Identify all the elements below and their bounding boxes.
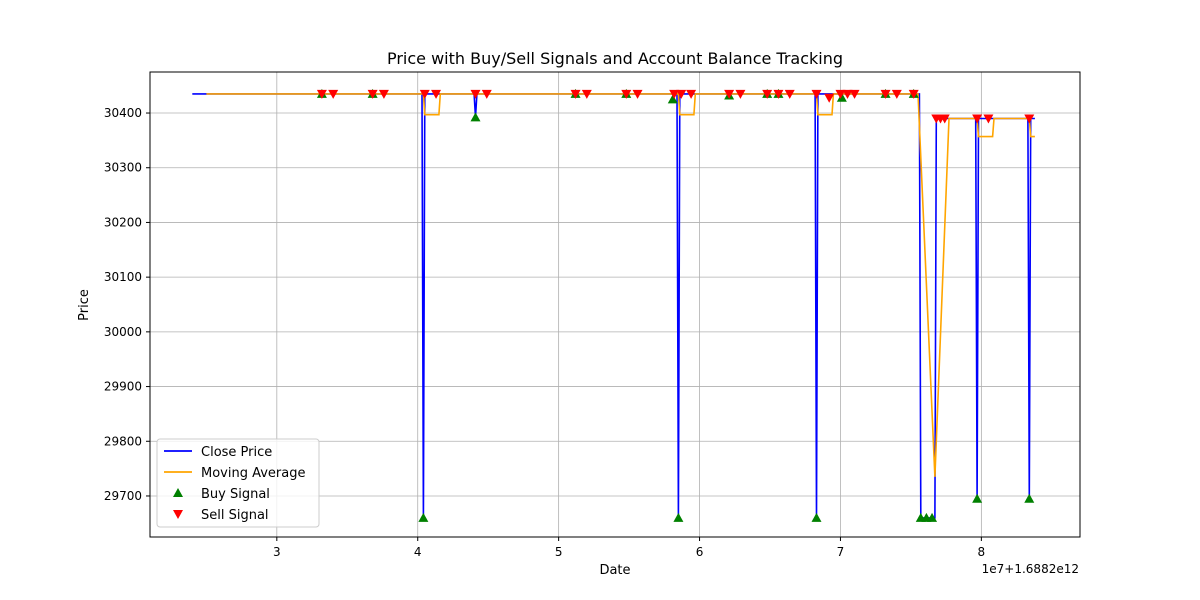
sell-signal-marker	[669, 89, 680, 99]
buy-signal-marker	[836, 92, 847, 102]
buy-signal-marker	[418, 512, 429, 522]
legend-swatch-sell	[173, 510, 183, 519]
sell-signal-marker	[773, 89, 784, 99]
sell-signal-marker	[724, 89, 735, 99]
sell-signal-marker	[972, 114, 983, 124]
sell-signal-marker	[367, 89, 378, 99]
buy-signal-marker	[667, 94, 678, 104]
signal-markers	[316, 88, 1035, 522]
buy-signal-marker	[1024, 493, 1035, 503]
sell-signal-marker	[328, 89, 339, 99]
chart-title: Price with Buy/Sell Signals and Account …	[387, 49, 843, 68]
y-tick-label: 29900	[104, 380, 142, 394]
legend: Close Price Moving Average Buy Signal Sell …	[156, 438, 320, 528]
x-tick-label: 4	[414, 545, 422, 559]
sell-signal-marker	[784, 89, 795, 99]
legend-items: Close Price Moving Average Buy Signal Sell …	[164, 445, 305, 523]
y-tick-label: 30100	[104, 270, 142, 284]
legend-swatch-buy	[173, 488, 183, 497]
sell-signal-marker	[316, 89, 327, 99]
buy-signal-marker	[972, 493, 983, 503]
sell-signal-marker	[811, 89, 822, 99]
x-tick-label: 3	[273, 545, 281, 559]
axis-ticks: 3 4 5 6 7 8 29700 29800 29900 30000 30100 30200 3030…	[104, 106, 985, 559]
y-axis-label: Price	[77, 289, 92, 321]
moving-average-line	[206, 93, 1035, 477]
sell-signal-marker	[842, 89, 853, 99]
sell-signal-marker	[891, 89, 902, 99]
sell-signal-marker	[676, 89, 687, 99]
legend-label: Close Price	[201, 445, 272, 460]
x-axis-offset-label: 1e7+1.6882e12	[982, 562, 1079, 576]
sell-signal-marker	[835, 89, 846, 99]
x-tick-label: 5	[555, 545, 563, 559]
sell-signal-marker	[939, 114, 950, 124]
x-tick-label: 7	[837, 545, 845, 559]
buy-signal-marker	[811, 512, 822, 522]
y-tick-label: 30300	[104, 161, 142, 175]
x-tick-label: 6	[696, 545, 704, 559]
sell-signal-marker	[632, 89, 643, 99]
y-tick-label: 29800	[104, 434, 142, 448]
sell-signal-marker	[824, 93, 835, 103]
buy-signal-marker	[673, 512, 684, 522]
sell-signal-marker	[470, 89, 481, 99]
legend-label: Sell Signal	[201, 508, 269, 523]
sell-signal-marker	[880, 89, 891, 99]
legend-label: Moving Average	[201, 466, 305, 481]
buy-signal-marker	[927, 512, 938, 522]
plot-frame	[149, 71, 1081, 538]
y-tick-label: 30200	[104, 215, 142, 229]
sell-signal-marker	[908, 89, 919, 99]
legend-entry: Buy Signal	[173, 487, 270, 502]
x-tick-label: 8	[978, 545, 986, 559]
sell-signal-marker	[621, 89, 632, 99]
sell-signal-marker	[735, 89, 746, 99]
sell-signal-marker	[570, 89, 581, 99]
sell-signal-marker	[419, 89, 430, 99]
y-tick-label: 30400	[104, 106, 142, 120]
sell-signal-marker	[581, 89, 592, 99]
legend-frame	[156, 438, 320, 528]
y-tick-label: 30000	[104, 325, 142, 339]
buy-signal-marker	[470, 112, 481, 122]
legend-entry: Close Price	[164, 445, 272, 460]
sell-signal-marker	[762, 89, 773, 99]
legend-entry: Moving Average	[164, 466, 305, 481]
sell-signal-marker	[983, 114, 994, 124]
sell-signal-marker	[849, 89, 860, 99]
y-tick-label: 29700	[104, 489, 142, 503]
x-axis-label: Date	[599, 563, 630, 578]
sell-signal-marker	[481, 89, 492, 99]
sell-signal-marker	[686, 89, 697, 99]
legend-label: Buy Signal	[201, 487, 270, 502]
legend-entry: Sell Signal	[173, 508, 269, 523]
sell-signal-marker	[378, 89, 389, 99]
sell-signal-marker	[1024, 114, 1035, 124]
sell-signal-marker	[431, 89, 442, 99]
